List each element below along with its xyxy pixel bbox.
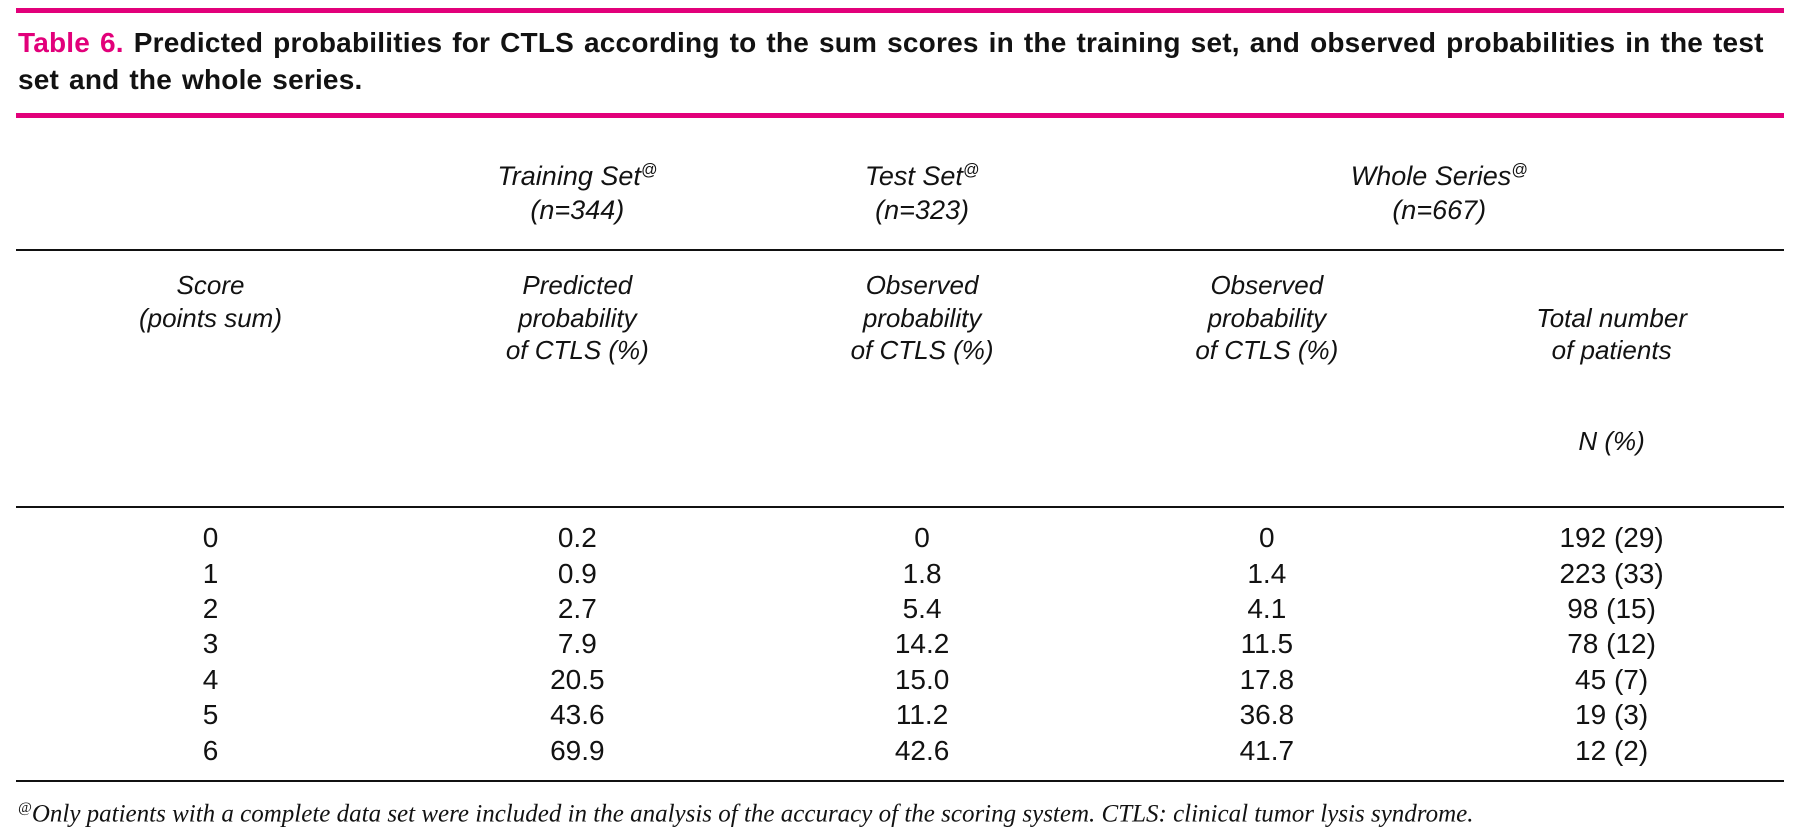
training-set-n: (n=344)	[530, 194, 625, 225]
column-header-observed-probability-whole: Observed probability of CTLS (%)	[1195, 270, 1339, 366]
cell-observed-whole: 1.4	[1247, 557, 1287, 589]
group-header-test-set: Test Set@ (n=323)	[750, 118, 1095, 251]
whole-series-footnote-mark: @	[1511, 160, 1528, 179]
cell-observed-test: 5.4	[902, 593, 942, 625]
cell-total-patients: 192 (29)	[1559, 522, 1664, 554]
footnote-symbol: @	[18, 799, 32, 816]
table-row: 5 43.6 11.2 36.8 19 (3)	[16, 697, 1784, 732]
training-set-footnote-mark: @	[640, 160, 658, 179]
cell-predicted: 2.7	[557, 593, 597, 625]
cell-total-patients: 223 (33)	[1559, 557, 1664, 589]
group-header-training-set: Training Set@ (n=344)	[405, 118, 750, 251]
whole-series-n: (n=667)	[1392, 194, 1487, 225]
whole-series-label: Whole Series	[1350, 160, 1512, 191]
cell-score: 1	[202, 557, 219, 589]
table-row: 6 69.9 42.6 41.7 12 (2)	[16, 733, 1784, 781]
table-caption-text: Predicted probabilities for CTLS accordi…	[18, 27, 1764, 95]
cell-total-patients: 78 (12)	[1567, 628, 1656, 660]
paper-table-page: Table 6. Predicted probabilities for CTLS…	[16, 8, 1784, 828]
test-set-label: Test Set	[864, 160, 963, 191]
cell-observed-test: 15.0	[894, 663, 950, 695]
cell-total-patients: 45 (7)	[1575, 663, 1649, 695]
column-header-predicted-probability: Predicted probability of CTLS (%)	[505, 270, 649, 366]
cell-total-patients: 19 (3)	[1575, 699, 1649, 731]
cell-total-patients: 12 (2)	[1575, 734, 1649, 766]
cell-observed-whole: 41.7	[1239, 734, 1295, 766]
cell-predicted: 69.9	[550, 734, 605, 766]
table-row: 1 0.9 1.8 1.4 223 (33)	[16, 556, 1784, 591]
group-header-whole-series: Whole Series@ (n=667)	[1094, 118, 1784, 251]
cell-predicted: 0.9	[557, 557, 597, 589]
cell-score: 0	[202, 522, 219, 554]
group-header-empty	[16, 118, 405, 251]
n-percent-label: N (%)	[1578, 426, 1645, 457]
cell-score: 3	[202, 628, 219, 660]
cell-observed-test: 42.6	[894, 734, 950, 766]
score-table: Training Set@ (n=344) Test Set@ (n=323) …	[16, 118, 1784, 782]
cell-total-patients: 98 (15)	[1567, 593, 1656, 625]
table-number-label: Table 6.	[18, 27, 124, 58]
cell-predicted: 20.5	[550, 663, 605, 695]
table-row: 3 7.9 14.2 11.5 78 (12)	[16, 626, 1784, 661]
column-header-observed-probability-test: Observed probability of CTLS (%)	[850, 270, 994, 366]
cell-observed-test: 0	[914, 522, 930, 554]
test-set-n: (n=323)	[875, 194, 969, 225]
footnote: @Only patients with a complete data set …	[18, 800, 1782, 828]
group-header-row: Training Set@ (n=344) Test Set@ (n=323) …	[16, 118, 1784, 251]
column-header-total-patients: Total number of patients N (%)	[1439, 250, 1784, 507]
cell-predicted: 43.6	[550, 699, 605, 731]
test-set-footnote-mark: @	[962, 160, 980, 179]
cell-score: 2	[202, 593, 219, 625]
column-header-row: Score (points sum) Predicted probability…	[16, 250, 1784, 508]
footnote-text: Only patients with a complete data set w…	[31, 800, 1474, 828]
cell-observed-test: 11.2	[895, 699, 949, 731]
cell-observed-whole: 4.1	[1247, 593, 1287, 625]
total-patients-label: Total number of patients	[1536, 302, 1687, 366]
top-accent-rule	[16, 8, 1784, 13]
cell-predicted: 7.9	[557, 628, 597, 660]
cell-score: 5	[202, 699, 219, 731]
table-row: 2 2.7 5.4 4.1 98 (15)	[16, 591, 1784, 626]
column-header-score: Score (points sum)	[138, 270, 282, 333]
cell-observed-test: 14.2	[894, 628, 950, 660]
table-body: 0 0.2 0 0 192 (29) 1 0.9 1.8 1.4 223 (33…	[16, 507, 1784, 781]
cell-observed-whole: 17.8	[1239, 663, 1295, 695]
caption-accent-rule	[16, 112, 1784, 118]
cell-observed-whole: 11.5	[1240, 628, 1294, 660]
cell-predicted: 0.2	[557, 522, 597, 554]
cell-observed-whole: 0	[1259, 522, 1275, 554]
table-row: 0 0.2 0 0 192 (29)	[16, 507, 1784, 555]
table-row: 4 20.5 15.0 17.8 45 (7)	[16, 662, 1784, 697]
cell-score: 6	[202, 734, 219, 766]
training-set-label: Training Set	[497, 160, 641, 191]
table-caption: Table 6. Predicted probabilities for CTLS…	[18, 25, 1782, 99]
cell-observed-whole: 36.8	[1239, 699, 1295, 731]
cell-observed-test: 1.8	[902, 557, 942, 589]
cell-score: 4	[202, 663, 219, 695]
